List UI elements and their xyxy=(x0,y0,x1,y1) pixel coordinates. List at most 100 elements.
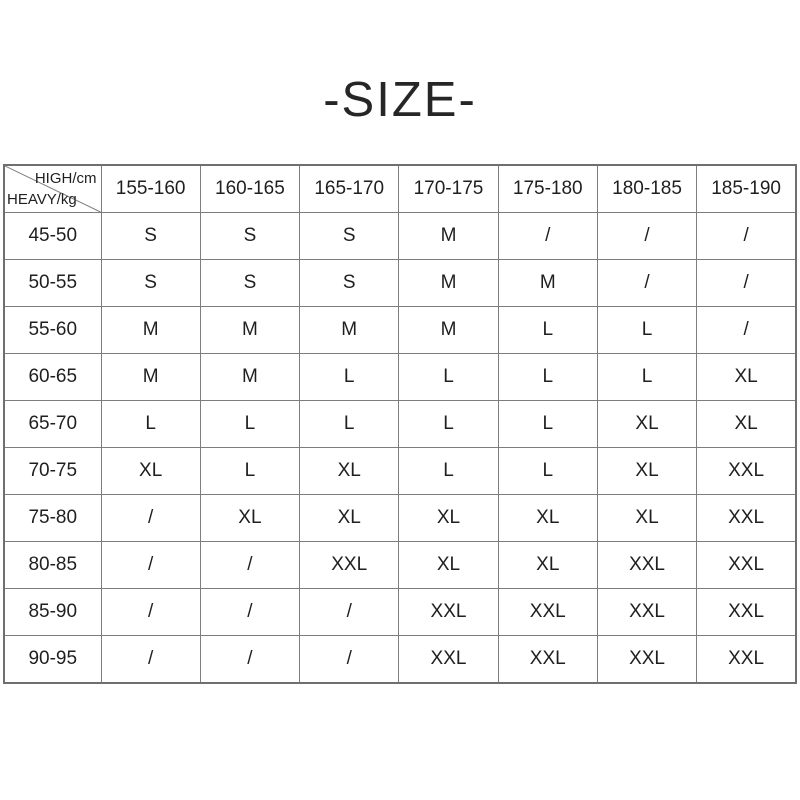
column-header: 165-170 xyxy=(299,164,400,213)
row-header: 75-80 xyxy=(3,494,102,542)
table-row: 65-70 L L L L L XL XL xyxy=(3,400,797,448)
row-header: 65-70 xyxy=(3,400,102,448)
size-cell: L xyxy=(398,400,499,448)
size-cell: / xyxy=(199,635,301,684)
size-cell: XXL xyxy=(398,635,499,684)
size-cell: L xyxy=(497,353,598,401)
row-header: 80-85 xyxy=(3,541,102,589)
size-cell: L xyxy=(100,400,201,448)
size-cell: L xyxy=(398,447,499,495)
column-header: 185-190 xyxy=(696,164,797,213)
size-cell: L xyxy=(596,306,698,354)
size-cell: XXL xyxy=(497,588,598,636)
size-cell: XXL xyxy=(696,447,797,495)
size-cell: M xyxy=(398,306,499,354)
size-cell: / xyxy=(696,212,797,260)
size-cell: S xyxy=(199,259,301,307)
size-cell: / xyxy=(199,541,301,589)
row-header: 55-60 xyxy=(3,306,102,354)
size-cell: XL xyxy=(199,494,301,542)
size-cell: M xyxy=(398,259,499,307)
size-cell: S xyxy=(299,212,400,260)
row-header: 50-55 xyxy=(3,259,102,307)
size-cell: XL xyxy=(299,494,400,542)
table-row: 70-75 XL L XL L L XL XXL xyxy=(3,447,797,495)
size-cell: S xyxy=(100,212,201,260)
size-cell: / xyxy=(100,494,201,542)
size-cell: / xyxy=(100,588,201,636)
diagonal-divider xyxy=(5,166,101,212)
size-cell: M xyxy=(199,306,301,354)
size-cell: XL xyxy=(398,541,499,589)
size-cell: S xyxy=(199,212,301,260)
table-row: 85-90 / / / XXL XXL XXL XXL xyxy=(3,588,797,636)
size-cell: / xyxy=(100,635,201,684)
size-cell: L xyxy=(596,353,698,401)
size-cell: / xyxy=(696,259,797,307)
page-title: -SIZE- xyxy=(323,73,477,127)
size-cell: L xyxy=(497,306,598,354)
size-cell: XXL xyxy=(299,541,400,589)
size-cell: XL xyxy=(100,447,201,495)
corner-high-label: HIGH/cm xyxy=(34,170,97,187)
size-cell: M xyxy=(199,353,301,401)
size-cell: M xyxy=(100,353,201,401)
size-cell: / xyxy=(596,212,698,260)
size-cell: M xyxy=(299,306,400,354)
size-cell: XXL xyxy=(497,635,598,684)
size-cell: L xyxy=(299,353,400,401)
size-cell: L xyxy=(497,400,598,448)
size-cell: / xyxy=(199,588,301,636)
table-row: 45-50 S S S M / / / xyxy=(3,212,797,260)
size-cell: XL xyxy=(596,494,698,542)
size-cell: XL xyxy=(696,400,797,448)
column-header: 170-175 xyxy=(398,164,499,213)
size-cell: XL xyxy=(299,447,400,495)
size-cell: L xyxy=(199,400,301,448)
size-cell: XL xyxy=(596,447,698,495)
column-header: 180-185 xyxy=(596,164,698,213)
row-header: 70-75 xyxy=(3,447,102,495)
row-header: 90-95 xyxy=(3,635,102,684)
size-cell: / xyxy=(299,635,400,684)
size-cell: / xyxy=(696,306,797,354)
size-cell: XXL xyxy=(398,588,499,636)
row-header: 85-90 xyxy=(3,588,102,636)
size-chart-table: HIGH/cm HEAVY/kg 155-160 160-165 165-170… xyxy=(3,164,797,684)
size-cell: XL xyxy=(497,541,598,589)
corner-header-cell: HIGH/cm HEAVY/kg xyxy=(3,164,102,213)
size-cell: XL xyxy=(497,494,598,542)
size-cell: S xyxy=(299,259,400,307)
size-cell: M xyxy=(398,212,499,260)
table-row: 60-65 M M L L L L XL xyxy=(3,353,797,401)
size-cell: / xyxy=(299,588,400,636)
table-row: 90-95 / / / XXL XXL XXL XXL xyxy=(3,635,797,684)
size-cell: L xyxy=(299,400,400,448)
size-cell: L xyxy=(398,353,499,401)
size-cell: L xyxy=(199,447,301,495)
table-row: 50-55 S S S M M / / xyxy=(3,259,797,307)
size-cell: M xyxy=(497,259,598,307)
row-header: 45-50 xyxy=(3,212,102,260)
table-row: 80-85 / / XXL XL XL XXL XXL xyxy=(3,541,797,589)
header-row: HIGH/cm HEAVY/kg 155-160 160-165 165-170… xyxy=(3,164,797,213)
row-header: 60-65 xyxy=(3,353,102,401)
size-cell: XXL xyxy=(696,635,797,684)
size-cell: XXL xyxy=(596,635,698,684)
size-cell: XXL xyxy=(696,588,797,636)
size-cell: / xyxy=(497,212,598,260)
size-cell: / xyxy=(100,541,201,589)
size-cell: XL xyxy=(398,494,499,542)
size-cell: XXL xyxy=(696,541,797,589)
size-cell: / xyxy=(596,259,698,307)
size-cell: M xyxy=(100,306,201,354)
size-cell: XXL xyxy=(596,541,698,589)
column-header: 155-160 xyxy=(100,164,201,213)
size-cell: S xyxy=(100,259,201,307)
column-header: 160-165 xyxy=(199,164,301,213)
column-header: 175-180 xyxy=(497,164,598,213)
table-row: 55-60 M M M M L L / xyxy=(3,306,797,354)
size-cell: XXL xyxy=(596,588,698,636)
size-cell: L xyxy=(497,447,598,495)
size-cell: XL xyxy=(596,400,698,448)
